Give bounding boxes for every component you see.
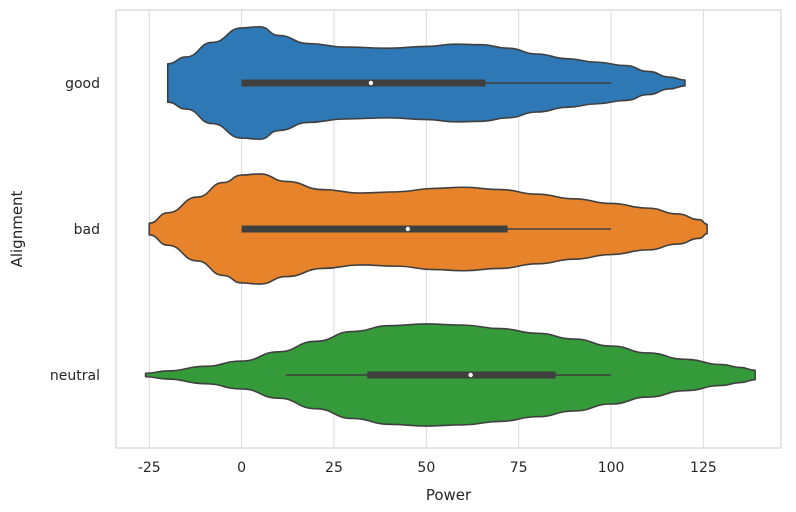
y-tick-label: neutral <box>50 368 100 384</box>
x-tick-label: 125 <box>690 460 717 476</box>
y-tick-label: bad <box>74 222 100 238</box>
plot-frame <box>115 9 782 449</box>
violins <box>144 25 756 427</box>
x-tick-label: -25 <box>138 460 161 476</box>
x-tick-label: 0 <box>237 460 246 476</box>
x-tick-label: 50 <box>417 460 435 476</box>
median-dot-neutral <box>468 372 473 378</box>
x-axis-label: Power <box>426 486 472 504</box>
x-tick-label: 25 <box>325 460 343 476</box>
median-dot-bad <box>405 226 411 232</box>
y-tick-label: good <box>65 76 100 92</box>
y-tick-labels: good bad neutral <box>50 76 100 384</box>
x-tick-label: 75 <box>510 460 528 476</box>
median-dot-good <box>368 80 374 86</box>
y-axis-label: Alignment <box>8 190 26 267</box>
x-tick-labels: -25 0 25 50 75 100 125 <box>138 460 717 476</box>
x-tick-label: 100 <box>598 460 625 476</box>
